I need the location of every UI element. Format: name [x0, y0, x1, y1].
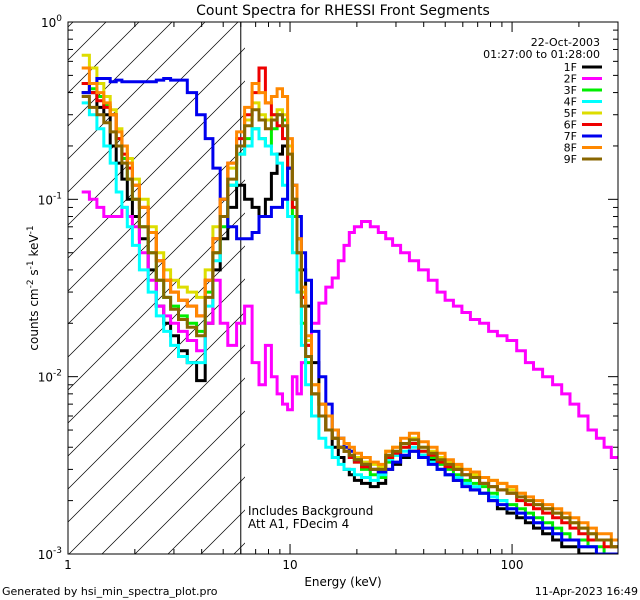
background-hatch-region: [68, 0, 640, 554]
series-line-9F: [81, 95, 618, 549]
series-layer: [81, 53, 618, 554]
footer-generated-by: Generated by hsi_min_spectra_plot.pro: [2, 585, 218, 598]
annotation-attenuator: Att A1, FDecim 4: [248, 517, 349, 531]
axis-ticks: [67, 21, 619, 555]
annotation-background: Includes Background: [248, 504, 373, 518]
series-line-8F: [81, 66, 618, 542]
hatch-line: [68, 22, 206, 160]
y-axis-label-end: keV: [27, 234, 41, 261]
legend-label-8F: 8F: [564, 142, 577, 155]
time-range-label: 01:27:00 to 01:28:00: [483, 48, 600, 61]
x-axis-label: Energy (keV): [304, 575, 381, 589]
x-tick-label: 1: [64, 558, 72, 572]
hatch-line: [68, 179, 245, 358]
hatch-line: [134, 443, 245, 554]
hatch-line: [68, 80, 245, 259]
legend-label-9F: 9F: [564, 153, 577, 166]
series-line-3F: [81, 82, 618, 554]
hatch-line: [366, 0, 640, 554]
hatch-line: [68, 245, 245, 424]
y-tick-label: 10-2: [38, 369, 62, 385]
series-line-1F: [81, 91, 618, 554]
legend-label-6F: 6F: [564, 119, 577, 132]
legend-label-4F: 4F: [564, 96, 577, 109]
hatch-line: [68, 22, 140, 94]
hatch-line: [68, 311, 245, 490]
y-axis-label: counts cm-2 s-1 keV-1: [26, 225, 41, 350]
legend-label-5F: 5F: [564, 107, 577, 120]
x-tick-label: 100: [501, 558, 524, 572]
x-tick-label: 10: [282, 558, 297, 572]
y-axis-label-mid: s: [27, 269, 41, 279]
hatch-line: [68, 113, 245, 292]
y-tick-label: 10-3: [38, 546, 62, 562]
y-tick-label: 100: [41, 14, 62, 30]
legend-label-2F: 2F: [564, 73, 577, 86]
hatch-line: [68, 212, 245, 391]
hatch-line: [68, 344, 245, 523]
plot-frame: [67, 21, 619, 555]
hatch-line: [68, 22, 173, 127]
legend-label-1F: 1F: [564, 61, 577, 74]
hatch-line: [68, 22, 239, 193]
hatch-line: [399, 0, 640, 554]
hatch-line: [68, 377, 245, 554]
series-line-4F: [81, 101, 618, 554]
y-axis-label-exp3: -1: [26, 225, 36, 234]
x-tick-labels: 1 10 100: [64, 558, 523, 572]
hatch-line: [68, 146, 245, 325]
y-tick-label: 10-1: [38, 191, 62, 207]
hatch-line: [68, 47, 245, 226]
legend-label-7F: 7F: [564, 130, 577, 143]
series-line-2F: [81, 190, 618, 459]
y-axis-label-exp1: -2: [26, 279, 36, 288]
date-label: 22-Oct-2003: [531, 36, 600, 49]
y-axis-label-main: counts cm: [27, 288, 41, 350]
chart-title: Count Spectra for RHESSI Front Segments: [196, 3, 490, 19]
hatch-line: [531, 0, 640, 554]
hatch-line: [101, 410, 245, 554]
y-tick-labels: 10-3 10-2 10-1 100: [38, 14, 63, 562]
y-axis-label-exp2: -1: [26, 260, 36, 269]
legend-label-3F: 3F: [564, 84, 577, 97]
hatch-line: [465, 0, 640, 554]
footer-timestamp: 11-Apr-2023 16:49: [535, 585, 638, 598]
